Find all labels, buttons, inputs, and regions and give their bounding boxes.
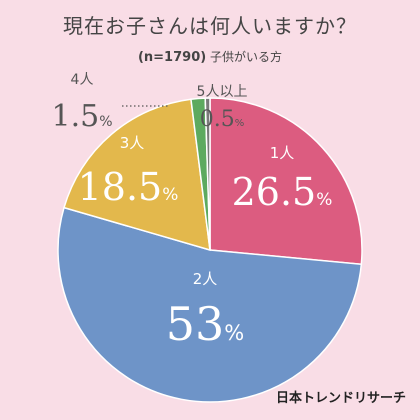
slice-value-3: 18.5% bbox=[78, 165, 179, 209]
chart-title: 現在お子さんは何人いますか？ bbox=[63, 14, 357, 38]
slice-value-1: 26.5% bbox=[232, 170, 333, 214]
brand-logo-text: 日本トレンドリサーチ bbox=[275, 390, 406, 405]
slice-label-4: 4人 bbox=[71, 72, 94, 88]
pie-slice-3 bbox=[63, 98, 211, 252]
subtitle-label: 子供がいる方 bbox=[210, 50, 283, 64]
slice-label-5: 5人以上 bbox=[197, 84, 248, 100]
slice-label-2: 2人 bbox=[193, 270, 218, 288]
slice-value-5: 0.5% bbox=[200, 107, 245, 132]
chart-subtitle: (n=1790) 子供がいる方 bbox=[0, 48, 420, 65]
pie-slice-2 bbox=[57, 206, 363, 403]
sample-size: (n=1790) bbox=[137, 50, 207, 65]
slice-value-4: 1.5% bbox=[51, 99, 112, 134]
slice-label-1: 1人 bbox=[270, 144, 295, 162]
slice-value-2: 53% bbox=[166, 297, 245, 351]
pie-slice-5 bbox=[204, 97, 211, 251]
slice-label-3: 3人 bbox=[120, 134, 145, 152]
pie-slice-1 bbox=[209, 97, 363, 266]
